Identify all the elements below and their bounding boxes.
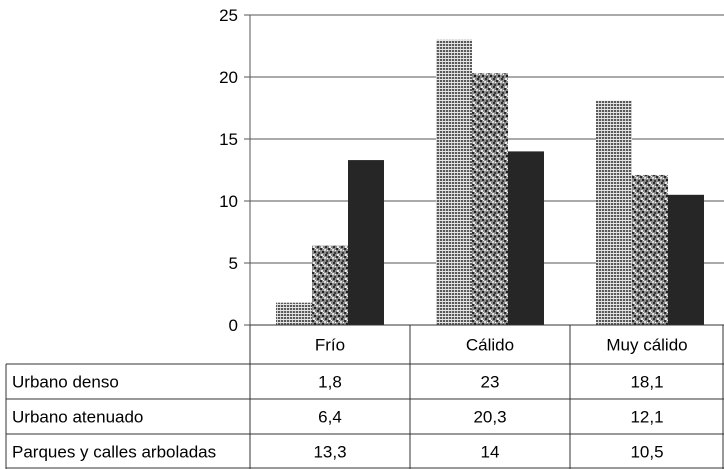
bar-2-1: [312, 245, 348, 325]
bar-1-1: [276, 302, 312, 325]
table-value: 18,1: [630, 373, 663, 392]
y-tick-label: 0: [229, 316, 238, 335]
table-value: 20,3: [473, 408, 506, 427]
table-value: 1,8: [318, 373, 342, 392]
table-value: 6,4: [318, 408, 342, 427]
table-value: 23: [481, 373, 500, 392]
table-value: 12,1: [630, 408, 663, 427]
category-label: Frío: [315, 336, 345, 355]
bar-1-3: [596, 100, 632, 325]
bar-3-1: [348, 160, 384, 325]
bar-3-3: [668, 194, 704, 325]
bars: [276, 39, 704, 326]
data-table: Frío Cálido Muy cálido Urbano denso 1,8 23 18,…: [5, 324, 724, 469]
series-name: Urbano atenuado: [12, 408, 143, 427]
category-label: Cálido: [466, 336, 514, 355]
y-axis-ticks: 0 5 10 15 20 25: [219, 6, 238, 335]
bar-3-2: [508, 151, 544, 325]
table-value: 13,3: [313, 443, 346, 462]
y-tick-label: 10: [219, 192, 238, 211]
series-name: Parques y calles arboladas: [12, 443, 216, 462]
table-value: 10,5: [630, 443, 663, 462]
category-label: Muy cálido: [606, 336, 687, 355]
y-tick-label: 25: [219, 6, 238, 25]
table-value: 14: [481, 443, 500, 462]
bar-2-2: [472, 73, 508, 325]
y-tick-label: 20: [219, 68, 238, 87]
y-tick-label: 5: [229, 254, 238, 273]
bar-1-2: [436, 39, 472, 326]
y-tick-label: 15: [219, 130, 238, 149]
series-name: Urbano denso: [12, 373, 119, 392]
bar-2-3: [632, 174, 668, 325]
